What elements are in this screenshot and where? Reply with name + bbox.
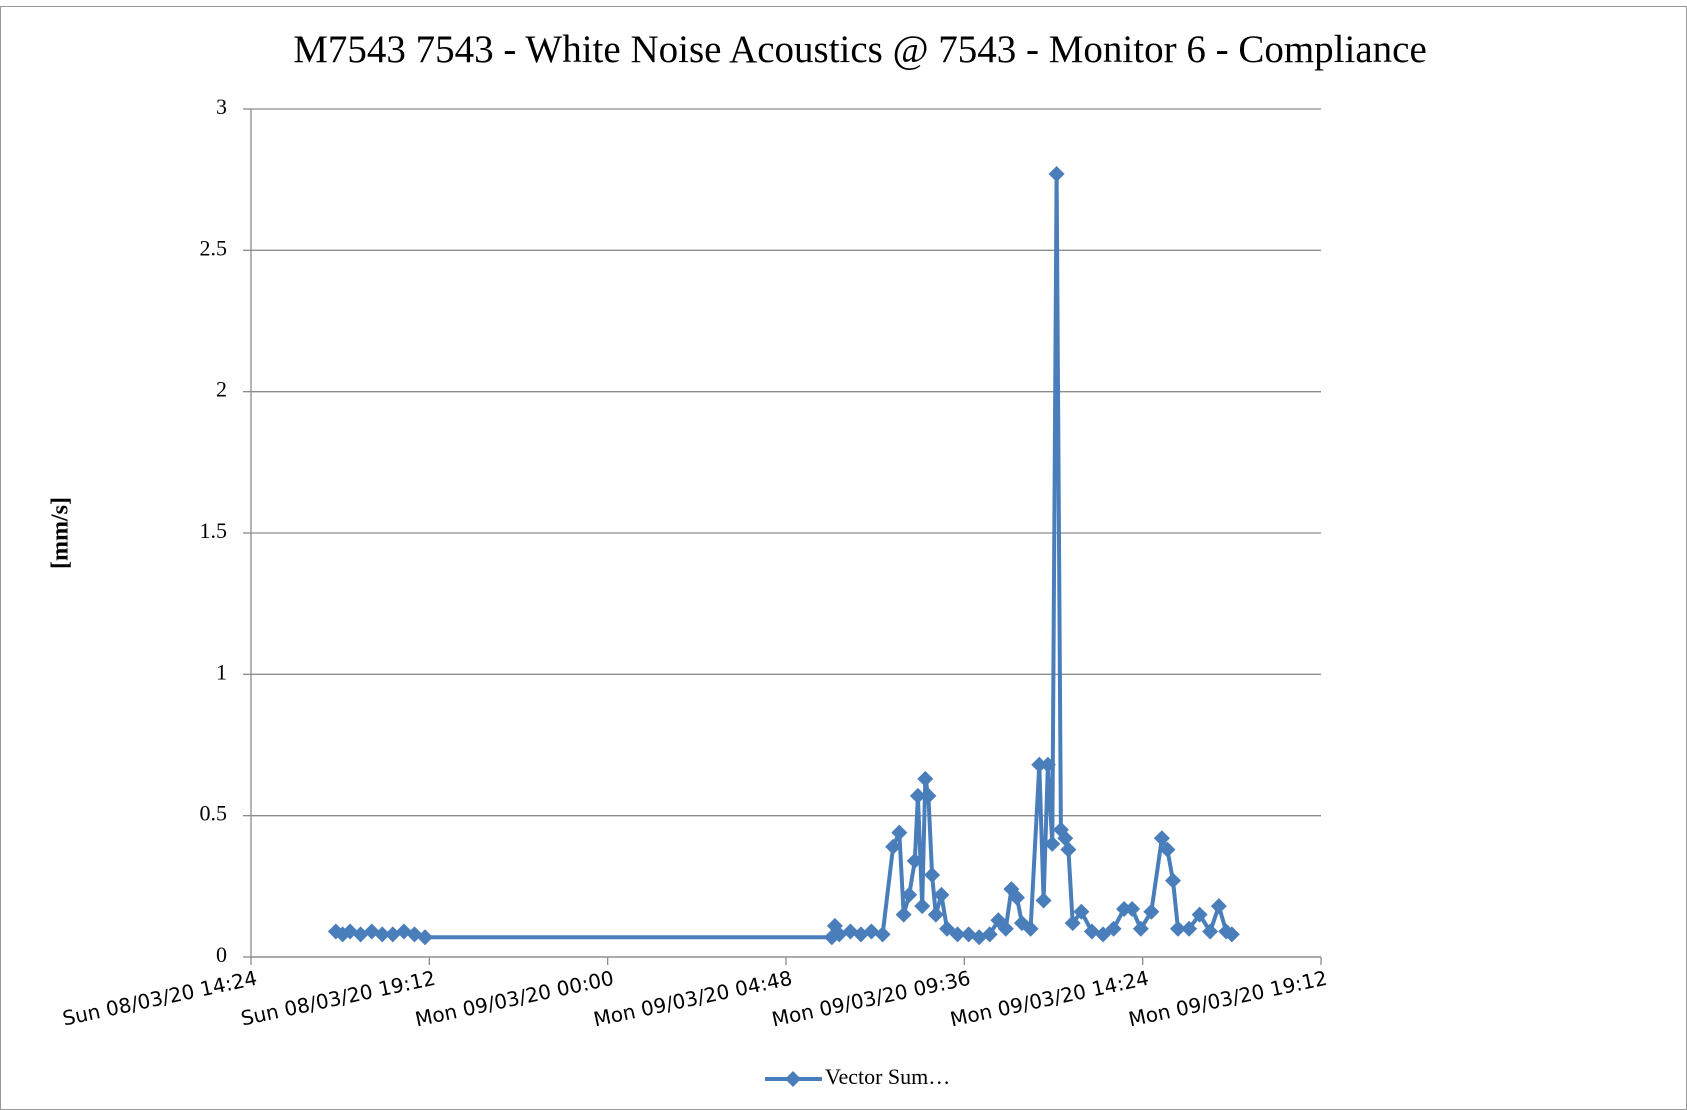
data-point — [920, 787, 937, 804]
data-point — [1095, 926, 1112, 943]
data-point — [1169, 920, 1186, 937]
data-point — [914, 898, 931, 915]
data-point — [1064, 915, 1081, 932]
data-point — [1060, 841, 1077, 858]
data-point — [927, 906, 944, 923]
data-point — [1039, 756, 1056, 773]
data-point — [1210, 898, 1227, 915]
data-point — [895, 906, 912, 923]
data-point — [1202, 923, 1219, 940]
data-point — [352, 926, 369, 943]
data-point — [831, 926, 848, 943]
y-axis-label: [mm/s] — [48, 497, 74, 569]
data-point — [1031, 756, 1048, 773]
data-point — [874, 926, 891, 943]
y-tick-label: 2.5 — [200, 235, 228, 260]
data-point — [863, 923, 880, 940]
data-point — [938, 920, 955, 937]
data-point — [1116, 900, 1133, 917]
data-point — [901, 886, 918, 903]
data-point — [891, 824, 908, 841]
data-point — [1124, 900, 1141, 917]
data-point — [374, 926, 391, 943]
data-point — [1132, 920, 1149, 937]
data-point — [1105, 920, 1122, 937]
data-point — [981, 926, 998, 943]
y-tick-label: 0.5 — [200, 801, 228, 826]
data-point — [949, 926, 966, 943]
data-point — [909, 787, 926, 804]
chart-border — [0, 6, 1687, 1110]
data-point — [1073, 903, 1090, 920]
data-point — [885, 838, 902, 855]
data-point — [416, 929, 433, 946]
data-point — [1083, 923, 1100, 940]
data-point — [1181, 920, 1198, 937]
y-tick-label: 1 — [216, 659, 227, 684]
y-tick-label: 2 — [216, 377, 227, 402]
data-point — [1057, 830, 1074, 847]
legend-marker — [785, 1071, 801, 1087]
data-point — [1022, 920, 1039, 937]
data-point — [1165, 872, 1182, 889]
data-point — [1008, 889, 1025, 906]
y-tick-label: 1.5 — [200, 518, 228, 543]
data-point — [1048, 166, 1065, 183]
data-point — [1191, 906, 1208, 923]
data-point — [917, 770, 934, 787]
data-point — [924, 867, 941, 884]
data-point — [1159, 841, 1176, 858]
chart-title: M7543 7543 - White Noise Acoustics @ 754… — [293, 28, 1427, 71]
data-point — [1035, 892, 1052, 909]
data-point — [906, 852, 923, 869]
data-point — [384, 926, 401, 943]
data-point — [1153, 830, 1170, 847]
y-tick-label: 3 — [216, 94, 227, 119]
data-point — [997, 920, 1014, 937]
data-point — [933, 886, 950, 903]
y-tick-label: 0 — [216, 942, 227, 967]
data-point — [1223, 926, 1240, 943]
data-point — [1044, 835, 1061, 852]
data-point — [1143, 903, 1160, 920]
legend-label: Vector Sum… — [825, 1064, 950, 1089]
